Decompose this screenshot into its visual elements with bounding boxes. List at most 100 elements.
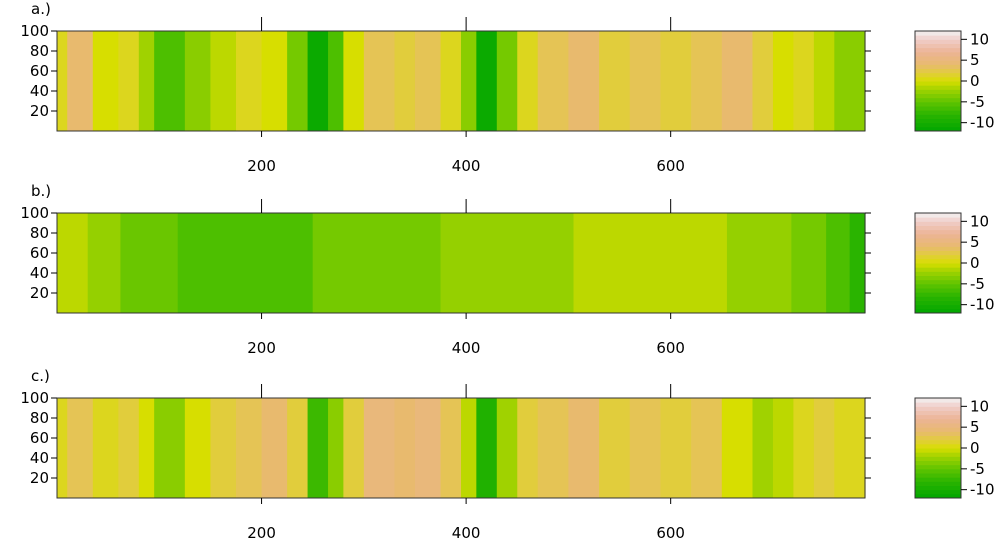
heatmap-cell xyxy=(57,213,89,313)
heatmap-cell xyxy=(440,213,575,313)
colorbar-tick-label: 5 xyxy=(970,418,980,436)
colorbar-swatch xyxy=(915,296,961,301)
colorbar-swatch xyxy=(915,221,961,226)
colorbar-swatch xyxy=(915,225,961,231)
heatmap-cell xyxy=(210,31,237,131)
plot-frame xyxy=(56,30,866,132)
colorbar-swatch xyxy=(915,68,961,74)
colorbar-swatch xyxy=(915,279,961,285)
colorbar-swatch xyxy=(915,275,961,281)
heatmap-cell xyxy=(57,31,68,131)
colorbar-tick-label: 0 xyxy=(970,439,980,457)
heatmap-cell xyxy=(154,398,186,498)
y-tick-label: 20 xyxy=(30,469,49,487)
colorbar-swatch xyxy=(915,118,961,124)
heatmap-cell xyxy=(721,31,754,131)
heatmap-cell xyxy=(772,398,795,498)
heatmap-cell xyxy=(461,398,477,498)
colorbar-swatch xyxy=(915,435,961,441)
colorbar-tick-label: -5 xyxy=(970,275,985,293)
heatmap-cell xyxy=(138,398,155,498)
colorbar-swatch xyxy=(915,493,961,499)
heatmap-cell xyxy=(363,398,396,498)
x-tick-label: 400 xyxy=(452,157,481,175)
colorbar-tick-label: 0 xyxy=(970,254,980,272)
colorbar-swatch xyxy=(915,406,961,411)
colorbar-swatch xyxy=(915,85,961,90)
y-tick-label: 80 xyxy=(30,409,49,427)
heatmap-cell xyxy=(414,398,442,498)
colorbar-swatch xyxy=(915,283,961,289)
y-tick-label: 60 xyxy=(30,62,49,80)
colorbar-swatch xyxy=(915,47,961,53)
heatmap-cell xyxy=(599,398,631,498)
colorbar-swatch xyxy=(915,101,961,107)
heatmap-cell xyxy=(307,398,329,498)
heatmap-cell xyxy=(573,213,728,313)
heatmap-cell xyxy=(440,398,462,498)
heatmap-cell xyxy=(92,31,119,131)
heatmap-cell xyxy=(87,213,122,313)
heatmap-cell xyxy=(517,398,539,498)
x-tick-label: 600 xyxy=(656,524,685,539)
colorbar-swatch xyxy=(915,481,961,486)
heatmap-cell xyxy=(394,31,416,131)
colorbar-swatch xyxy=(915,414,961,420)
heatmap-cell xyxy=(568,398,600,498)
heatmap-cell xyxy=(92,398,119,498)
heatmap-cell xyxy=(691,398,723,498)
colorbar-swatch xyxy=(915,213,961,218)
heatmap-cell xyxy=(834,398,866,498)
colorbar-swatch xyxy=(915,35,961,40)
colorbar-swatch xyxy=(915,423,961,428)
colorbar-swatch xyxy=(915,456,961,461)
colorbar-swatch xyxy=(915,238,961,243)
heatmap-cell xyxy=(691,31,723,131)
heatmap-cell xyxy=(568,31,600,131)
y-tick-label: 20 xyxy=(30,284,49,302)
heatmap-cell xyxy=(813,31,835,131)
colorbar-tick-label: 10 xyxy=(970,30,989,48)
heatmap-cell xyxy=(138,31,155,131)
heatmap-cell xyxy=(476,398,498,498)
heatmap-cell xyxy=(793,31,815,131)
y-tick-label: 60 xyxy=(30,429,49,447)
colorbar-swatch xyxy=(915,81,961,86)
heatmap-cell xyxy=(793,398,815,498)
x-tick-label: 400 xyxy=(452,524,481,539)
heatmap-cell xyxy=(834,31,866,131)
colorbar-swatch xyxy=(915,51,961,57)
colorbar-swatch xyxy=(915,410,961,416)
heatmap-cell xyxy=(120,213,179,313)
heatmap-cell xyxy=(629,398,662,498)
x-tick-label: 600 xyxy=(656,339,685,357)
colorbar-swatch xyxy=(915,106,961,111)
colorbar-swatch xyxy=(915,254,961,260)
colorbar-tick-label: -10 xyxy=(970,296,995,314)
heatmap-cell xyxy=(752,31,774,131)
heatmap-cell xyxy=(660,31,692,131)
colorbar-swatch xyxy=(915,452,961,457)
heatmap-cell xyxy=(343,398,365,498)
colorbar-swatch xyxy=(915,439,961,445)
heatmap-cell xyxy=(312,213,442,313)
heatmap-cell xyxy=(537,398,569,498)
heatmap-cell xyxy=(67,398,94,498)
heatmap-cell xyxy=(496,398,518,498)
heatmap-cell xyxy=(721,398,754,498)
colorbar-swatch xyxy=(915,477,961,482)
colorbar-swatch xyxy=(915,110,961,115)
colorbar-swatch xyxy=(915,308,961,314)
heatmap-cell xyxy=(849,213,866,313)
heatmap-cell xyxy=(726,213,792,313)
colorbar-swatch xyxy=(915,250,961,256)
heatmap-cell xyxy=(57,398,68,498)
colorbar-swatch xyxy=(915,427,961,432)
heatmap-cell xyxy=(440,31,462,131)
colorbar-swatch xyxy=(915,431,961,436)
heatmap-cell xyxy=(287,31,309,131)
colorbar-swatch xyxy=(915,263,961,268)
panel-1: a.) 20 40 60 80 100 200 400 600 10 5 0 -5 -10 xyxy=(20,0,994,175)
x-tick-label: 600 xyxy=(656,157,685,175)
colorbar-tick-label: -5 xyxy=(970,460,985,478)
